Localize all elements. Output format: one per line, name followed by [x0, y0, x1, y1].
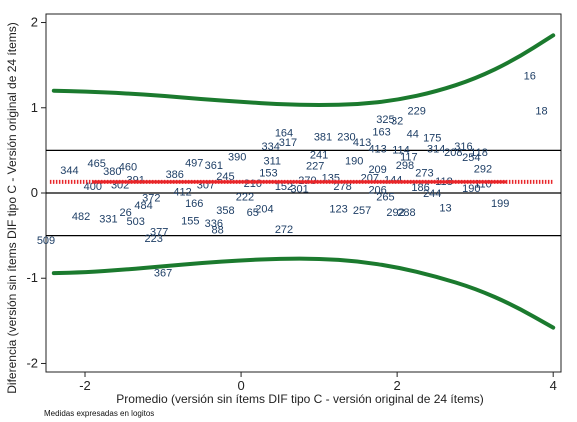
y-tick-label: 1	[31, 100, 38, 115]
point-label: 26	[119, 207, 131, 219]
point-label: 336	[205, 218, 223, 230]
x-tick-label: 4	[550, 378, 557, 393]
point-label: 509	[37, 235, 55, 247]
point-label: 301	[290, 184, 308, 196]
point-label: 206	[368, 185, 386, 197]
tick-labels: -2 0 2 4 -2 -1 0 1 2	[26, 15, 556, 393]
x-tick-label: -2	[79, 378, 91, 393]
point-label: 152	[275, 181, 293, 193]
point-label: 190	[345, 156, 363, 168]
point-label: 88	[212, 225, 224, 237]
point-label: 344	[60, 165, 78, 177]
point-label: 317	[279, 137, 297, 149]
point-label: 381	[314, 132, 332, 144]
point-label: 18	[535, 105, 547, 117]
x-tick-label: 0	[237, 378, 244, 393]
point-label: 118	[470, 147, 488, 159]
point-label: 163	[372, 127, 390, 139]
point-label: 229	[407, 105, 425, 117]
point-label: 400	[84, 181, 102, 193]
point-label: 265	[376, 191, 394, 203]
y-tick-label: -1	[26, 270, 38, 285]
point-label: 204	[255, 203, 273, 215]
point-label: 497	[185, 157, 203, 169]
agreement-bands	[51, 33, 556, 330]
y-tick-label: -2	[26, 355, 38, 370]
point-label: 311	[264, 156, 282, 168]
point-label: 316	[454, 141, 472, 153]
point-label: 503	[127, 216, 145, 228]
point-label: 272	[275, 224, 293, 236]
point-label: 190	[462, 183, 480, 195]
point-label: 331	[99, 214, 117, 226]
point-label: 123	[329, 203, 347, 215]
point-label: 114	[392, 145, 410, 157]
point-label: 155	[181, 215, 199, 227]
point-label: 208	[444, 147, 462, 159]
y-tick-label: 0	[31, 185, 38, 200]
point-label: 386	[166, 169, 184, 181]
point-label: 390	[228, 151, 246, 163]
point-label: 16	[524, 70, 536, 82]
upper-band-line	[51, 33, 556, 107]
point-label: 372	[142, 192, 160, 204]
y-tick-label: 2	[31, 15, 38, 30]
point-label: 484	[134, 200, 152, 212]
point-label: 460	[119, 162, 137, 174]
point-label: 380	[103, 166, 121, 178]
point-label: 412	[173, 186, 191, 198]
point-label: 199	[491, 198, 509, 210]
footnote: Medidas expresadas en logitos	[44, 409, 154, 418]
point-label: 288	[397, 207, 415, 219]
point-label: 292	[386, 207, 404, 219]
point-label: 367	[154, 267, 172, 279]
point-label: 166	[185, 198, 203, 210]
point-label: 44	[407, 128, 419, 140]
point-label: 223	[145, 233, 163, 245]
lower-band-line	[51, 256, 556, 330]
point-label: 377	[150, 226, 168, 238]
point-label: 413	[353, 137, 371, 149]
point-label: 13	[439, 202, 451, 214]
point-label: 254	[462, 152, 480, 164]
point-label: 209	[368, 164, 386, 176]
reference-lines	[46, 149, 561, 237]
point-label: 292	[474, 163, 492, 175]
y-axis-title: Diferencia (versión sin ítems DIF tipo C…	[5, 22, 19, 393]
point-label: 222	[236, 191, 254, 203]
point-label: 186	[411, 182, 429, 194]
point-label: 278	[333, 181, 351, 193]
point-label: 465	[88, 158, 106, 170]
point-label: 257	[353, 205, 371, 217]
x-tick-label: 2	[394, 378, 401, 393]
point-label: 153	[259, 168, 277, 180]
point-label: 334	[262, 141, 280, 153]
point-label: 358	[216, 205, 234, 217]
point-label: 413	[368, 144, 386, 156]
point-label: 175	[423, 133, 441, 145]
point-label: 298	[396, 160, 414, 172]
point-label: 230	[337, 132, 355, 144]
point-label: 244	[423, 188, 441, 200]
point-label: 314	[427, 144, 445, 156]
point-label: 361	[205, 160, 223, 172]
point-label: 164	[275, 127, 293, 139]
point-label: 227	[306, 161, 324, 173]
point-label: 65	[247, 207, 259, 219]
point-label: 325	[376, 114, 394, 126]
point-label: 32	[391, 116, 403, 128]
point-label: 273	[415, 168, 433, 180]
point-label: 482	[72, 211, 90, 223]
point-label: 117	[400, 151, 418, 163]
x-axis-title: Promedio (versión sin ítems DIF tipo C -…	[116, 392, 483, 406]
point-label: 241	[310, 150, 328, 162]
